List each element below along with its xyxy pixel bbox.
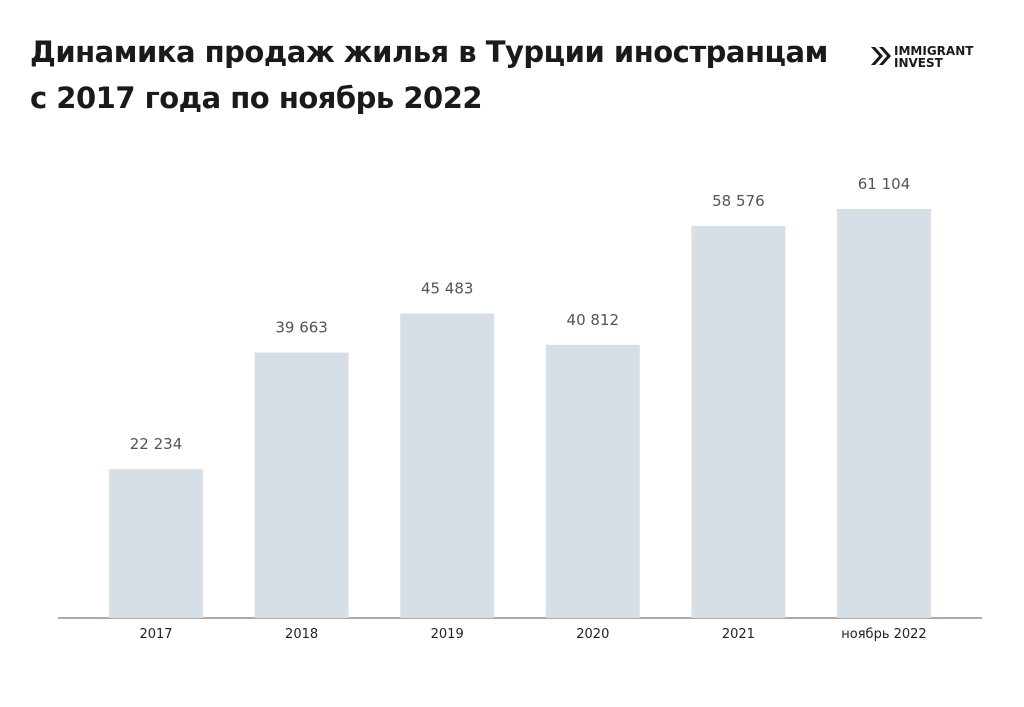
chart-title: Динамика продаж жилья в Турции иностранц…	[30, 35, 828, 69]
bar	[837, 209, 931, 618]
bar	[109, 469, 203, 618]
x-tick-label: ноябрь 2022	[841, 627, 926, 642]
value-label: 58 576	[712, 192, 765, 210]
value-label: 45 483	[421, 280, 474, 298]
value-label: 61 104	[858, 175, 911, 193]
logo: IMMIGRANT INVEST	[871, 44, 974, 70]
value-label: 39 663	[275, 319, 328, 337]
value-label: 22 234	[130, 435, 183, 453]
brand-text: IMMIGRANT	[894, 44, 974, 58]
x-tick-label: 2020	[576, 627, 609, 642]
bar	[545, 344, 640, 618]
x-tick-label: 2021	[722, 627, 755, 642]
x-tick-label: 2017	[139, 627, 172, 642]
brand-text: INVEST	[894, 56, 944, 70]
x-tick-label: 2019	[431, 627, 464, 642]
value-label: 40 812	[567, 311, 620, 329]
x-tick-label: 2018	[285, 627, 318, 642]
bar	[691, 225, 786, 618]
bar	[400, 313, 495, 618]
chart-title: с 2017 года по ноябрь 2022	[30, 81, 482, 115]
logo-icon	[871, 47, 891, 65]
bar	[254, 352, 349, 618]
